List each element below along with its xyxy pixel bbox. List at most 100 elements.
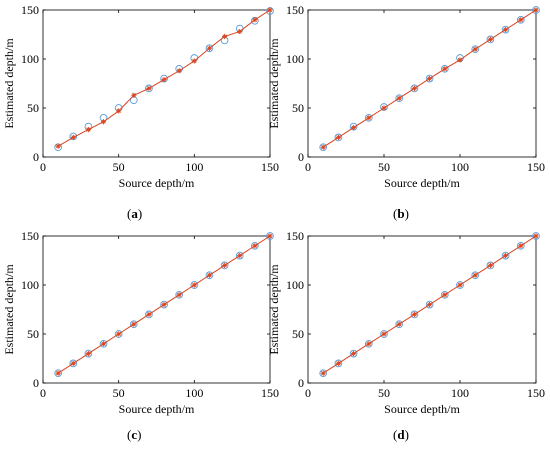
x-tick-label: 150	[261, 386, 279, 400]
data-point-circle	[334, 133, 343, 142]
data-point-circle	[440, 64, 449, 73]
data-point-star	[116, 108, 122, 114]
data-point-circle	[266, 232, 274, 240]
data-point-circle	[486, 35, 495, 44]
data-point-star	[366, 341, 372, 347]
data-point-star	[533, 233, 539, 239]
x-tick-label: 50	[378, 386, 390, 400]
data-point-star	[503, 253, 509, 259]
data-point-star	[100, 341, 107, 347]
data-point-circle	[69, 359, 78, 368]
y-tick-label: 150	[21, 3, 39, 17]
data-point-star	[487, 262, 493, 268]
data-point-star	[320, 370, 326, 376]
data-point-star	[351, 125, 357, 131]
axes-box	[42, 9, 271, 158]
series-star-line	[320, 233, 539, 376]
data-point-star	[222, 262, 228, 268]
caption-a: (a)	[127, 206, 142, 222]
y-axis-label: Estimated depth/m	[2, 264, 16, 355]
data-point-circle	[440, 290, 449, 299]
data-point-star	[411, 311, 417, 317]
caption-c-text: (c)	[127, 427, 142, 442]
panel-a: 0 50 100 150 0 50 100 150 Source depth/m Estimate…	[2, 3, 279, 190]
data-point-star	[366, 115, 372, 121]
caption-a-text: (a)	[127, 206, 143, 221]
series-circle	[319, 232, 540, 378]
x-tick-label: 150	[527, 386, 545, 400]
data-point-star	[457, 57, 463, 63]
data-point-circle	[205, 271, 214, 280]
x-tick-label: 150	[527, 160, 545, 174]
data-point-star	[427, 302, 433, 308]
data-point-circle	[471, 45, 480, 54]
data-point-star	[503, 27, 509, 33]
data-point-star	[518, 243, 524, 249]
data-point-star	[237, 253, 243, 259]
y-tick-label: 100	[21, 52, 39, 66]
data-point-circle	[395, 94, 404, 103]
data-point-circle	[220, 261, 229, 270]
x-tick-label: 100	[451, 386, 469, 400]
x-axis-label: Source depth/m	[384, 402, 460, 416]
data-point-circle	[410, 310, 419, 319]
data-point-star	[70, 134, 76, 140]
data-point-circle	[145, 84, 153, 93]
x-tick-label: 0	[40, 386, 46, 400]
data-point-circle	[501, 25, 510, 34]
data-point-star	[335, 360, 341, 366]
x-tick-label: 50	[113, 386, 125, 400]
y-axis-label: Estimated depth/m	[267, 38, 281, 129]
data-point-star	[222, 33, 228, 40]
data-point-circle	[456, 281, 464, 289]
x-tick-label: 0	[305, 386, 311, 400]
data-point-star	[116, 331, 122, 337]
y-tick-label: 0	[33, 150, 39, 164]
data-point-circle	[532, 232, 540, 240]
data-point-circle	[410, 84, 419, 93]
series-star-line	[55, 233, 273, 376]
data-point-star	[176, 292, 182, 298]
data-point-star	[70, 360, 76, 366]
caption-b: (b)	[393, 206, 409, 222]
data-point-star	[55, 143, 61, 149]
data-point-star	[457, 282, 463, 288]
data-point-star	[381, 331, 387, 337]
data-point-star	[472, 272, 478, 278]
data-point-circle	[205, 44, 214, 53]
data-point-star	[146, 85, 152, 91]
data-point-star	[252, 17, 258, 23]
x-axis-label: Source depth/m	[384, 176, 460, 190]
y-tick-label: 50	[292, 327, 304, 341]
axes-box	[42, 235, 271, 384]
data-point-circle	[129, 320, 138, 329]
data-point-star	[267, 7, 273, 13]
caption-d: (d)	[393, 427, 409, 443]
data-point-star	[176, 68, 182, 74]
data-point-circle	[334, 359, 343, 368]
x-tick-label: 100	[185, 160, 203, 174]
series-star-line	[55, 7, 273, 149]
data-point-circle	[364, 113, 373, 122]
data-point-star	[206, 272, 213, 278]
data-point-star	[206, 45, 213, 51]
data-point-star	[161, 76, 167, 83]
data-point-circle	[54, 369, 62, 378]
series-star-line	[320, 7, 539, 150]
data-point-circle	[99, 339, 108, 348]
data-point-circle	[425, 300, 434, 309]
data-point-circle	[145, 310, 153, 319]
x-tick-label: 50	[113, 160, 125, 174]
data-point-circle	[516, 15, 525, 24]
x-tick-label: 150	[261, 160, 279, 174]
axes-box	[307, 235, 537, 384]
data-point-star	[381, 105, 387, 111]
x-tick-label: 0	[305, 160, 311, 174]
data-point-star	[335, 134, 341, 140]
data-point-star	[267, 233, 273, 239]
data-point-star	[100, 119, 107, 125]
series-circle	[54, 232, 274, 378]
data-point-star	[191, 58, 197, 64]
